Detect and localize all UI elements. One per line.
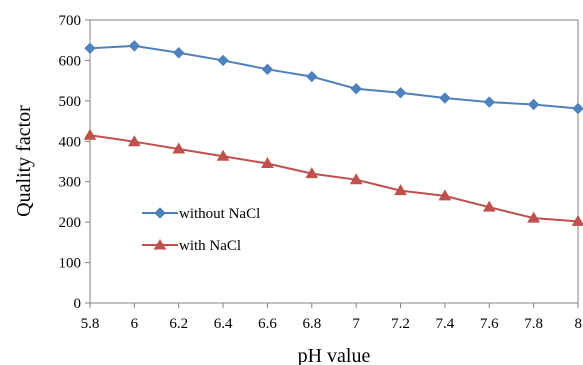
y-axis-ticks: 0 100 200 300 400 500 600 700 bbox=[59, 13, 90, 312]
y-tick-label: 0 bbox=[74, 296, 82, 312]
x-tick-label: 7.6 bbox=[480, 316, 499, 332]
series-0-point bbox=[261, 63, 274, 76]
series-1-point bbox=[527, 211, 541, 223]
series-0-point bbox=[84, 42, 96, 55]
legend-diamond-icon bbox=[154, 207, 166, 219]
x-tick-label: 7.4 bbox=[436, 316, 455, 332]
plot-frame bbox=[89, 19, 579, 304]
series-line-0 bbox=[89, 44, 579, 110]
x-tick-label: 6.6 bbox=[258, 316, 277, 332]
series-1-point bbox=[83, 128, 97, 140]
series-0-point bbox=[572, 102, 583, 115]
series-1-point bbox=[438, 189, 452, 201]
x-tick-label: 6 bbox=[131, 316, 139, 332]
series-1-point bbox=[216, 149, 230, 161]
x-tick-label: 5.8 bbox=[81, 316, 100, 332]
y-tick-label: 700 bbox=[59, 13, 82, 29]
x-tick-label: 8 bbox=[575, 316, 583, 332]
series-layer bbox=[83, 40, 583, 226]
series-1-point bbox=[482, 200, 496, 212]
series-1-point bbox=[349, 173, 363, 185]
plot-area bbox=[89, 19, 579, 304]
y-tick-label: 200 bbox=[59, 215, 82, 231]
series-0-point bbox=[217, 54, 229, 67]
y-tick-label: 600 bbox=[59, 53, 82, 69]
legend: without NaCl with NaCl bbox=[142, 206, 260, 254]
series-1-point bbox=[127, 135, 141, 147]
series-0-point bbox=[439, 92, 451, 104]
series-0-point bbox=[394, 87, 407, 99]
x-tick-label: 7 bbox=[352, 316, 360, 332]
legend-item-with-nacl: with NaCl bbox=[142, 238, 241, 254]
x-axis-title: pH value bbox=[298, 345, 371, 365]
series-0-point bbox=[128, 40, 141, 52]
y-axis-title: Quality factor bbox=[13, 105, 35, 217]
x-tick-label: 7.8 bbox=[524, 316, 543, 332]
series-1-point bbox=[172, 142, 186, 154]
legend-item-without-nacl: without NaCl bbox=[142, 206, 260, 222]
x-tick-label: 6.4 bbox=[214, 316, 233, 332]
series-1-point bbox=[571, 214, 583, 226]
y-tick-label: 400 bbox=[59, 134, 82, 150]
series-0-point bbox=[306, 70, 318, 83]
y-tick-label: 300 bbox=[59, 175, 82, 191]
series-1-point bbox=[261, 157, 274, 169]
series-0-point bbox=[527, 98, 540, 111]
y-tick-label: 100 bbox=[59, 256, 82, 272]
legend-label-with-nacl: with NaCl bbox=[179, 238, 241, 254]
x-tick-label: 6.2 bbox=[169, 316, 188, 332]
series-0-point bbox=[350, 83, 362, 95]
series-0-point bbox=[483, 96, 495, 108]
series-1-point bbox=[305, 167, 319, 179]
x-tick-label: 7.2 bbox=[391, 316, 410, 332]
y-tick-label: 500 bbox=[59, 94, 82, 110]
legend-triangle-icon bbox=[153, 239, 167, 250]
x-tick-label: 6.8 bbox=[302, 316, 321, 332]
series-1-point bbox=[394, 184, 407, 196]
x-axis-ticks: 5.8 6 6.2 6.4 6.6 6.8 7 7.2 7.4 7.6 7.8 8 bbox=[81, 303, 582, 332]
legend-label-without-nacl: without NaCl bbox=[179, 206, 260, 222]
series-0-point bbox=[173, 47, 185, 59]
series-line-1 bbox=[89, 134, 579, 223]
